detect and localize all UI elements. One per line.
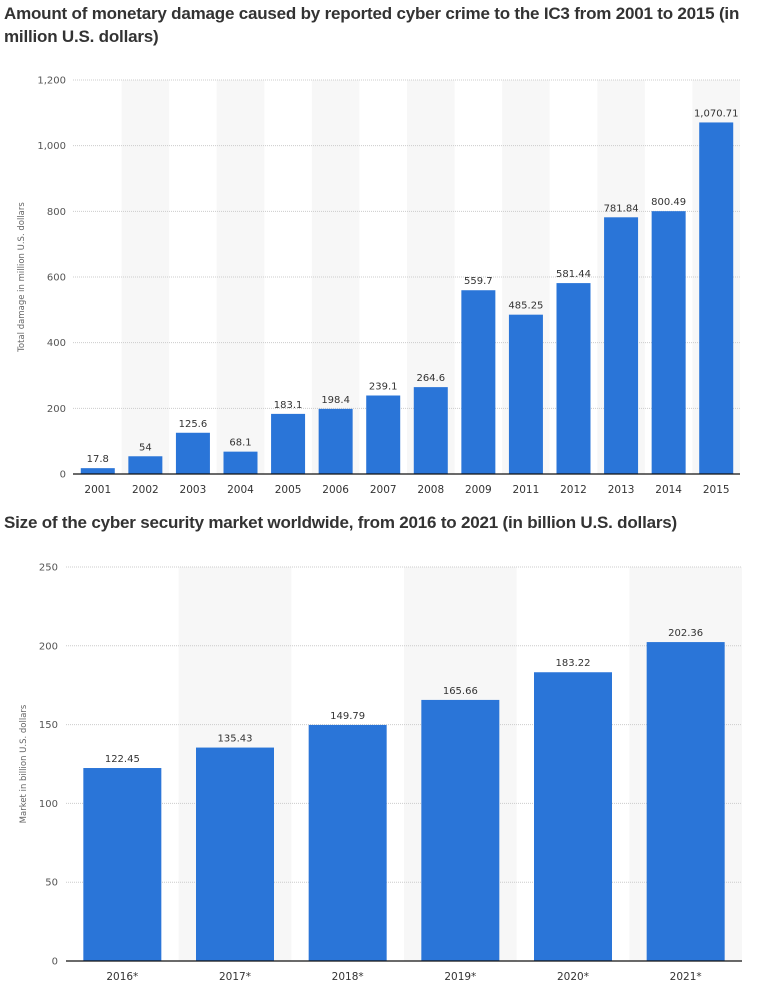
bar-2016* (83, 768, 162, 961)
data-label: 559.7 (464, 276, 493, 287)
y-axis-title: Total damage in million U.S. dollars (17, 202, 27, 353)
y-tick-label: 600 (47, 273, 66, 284)
data-label: 264.6 (416, 373, 445, 384)
y-tick-label: 1,000 (37, 141, 66, 152)
x-tick-label: 2016* (106, 971, 138, 983)
data-label: 135.43 (218, 734, 253, 745)
bar-2008 (413, 387, 448, 474)
y-tick-label: 400 (47, 338, 66, 349)
x-tick-label: 2019* (444, 971, 476, 983)
data-label: 54 (139, 442, 152, 453)
bar-2014 (651, 211, 686, 474)
y-axis-title: Market in billion U.S. dollars (19, 704, 29, 823)
x-tick-label: 2020* (557, 971, 589, 983)
chart1-title: Amount of monetary damage caused by repo… (4, 4, 740, 46)
chart1-svg: 0 200 400 600 800 1,000 1,200 17.8 2001 54 2002 125… (17, 76, 740, 496)
x-tick-label: 2003 (180, 484, 207, 496)
data-label: 149.79 (330, 711, 365, 722)
data-label: 122.45 (105, 754, 140, 765)
chart2-title: Size of the cyber security market worldw… (4, 513, 677, 532)
data-label: 781.84 (604, 203, 639, 214)
y-tick-label: 200 (39, 641, 58, 652)
data-label: 68.1 (229, 438, 251, 449)
band-3 (216, 80, 265, 474)
x-tick-label: 2002 (132, 484, 159, 496)
bar-2003 (175, 432, 210, 474)
y-tick-label: 1,200 (37, 76, 66, 87)
y-tick-label: 800 (47, 207, 66, 218)
x-tick-label: 2013 (608, 484, 635, 496)
x-tick-label: 2006 (322, 484, 349, 496)
x-tick-label: 2015 (703, 484, 730, 496)
bar-2018* (308, 724, 387, 961)
x-tick-label: 2005 (275, 484, 302, 496)
x-tick-label: 2001 (84, 484, 111, 496)
y-tick-label: 0 (52, 957, 58, 968)
data-label: 239.1 (369, 381, 398, 392)
bar-2017* (196, 747, 274, 961)
x-tick-label: 2007 (370, 484, 397, 496)
x-tick-label: 2017* (219, 971, 251, 983)
bar-2001 (80, 468, 115, 474)
bar-2004 (223, 451, 258, 474)
bar-2007 (366, 395, 401, 474)
bar-2015 (699, 122, 734, 474)
data-label: 800.49 (651, 197, 686, 208)
bar-2013 (604, 217, 639, 474)
data-label: 198.4 (321, 395, 350, 406)
y-tick-label: 50 (45, 878, 58, 889)
bar-2020* (534, 672, 612, 961)
bar-2002 (128, 456, 163, 474)
data-label: 202.36 (668, 628, 703, 639)
bar-2009 (461, 290, 496, 474)
bar-2005 (271, 413, 306, 474)
y-tick-label: 150 (39, 720, 58, 731)
x-tick-label: 2012 (560, 484, 587, 496)
x-tick-label: 2008 (417, 484, 444, 496)
y-tick-label: 0 (60, 470, 66, 481)
data-label: 183.22 (556, 658, 591, 669)
x-tick-label: 2018* (332, 971, 364, 983)
x-tick-label: 2004 (227, 484, 254, 496)
data-label: 183.1 (274, 400, 303, 411)
bar-2021* (646, 642, 725, 961)
x-tick-label: 2021* (670, 971, 702, 983)
data-label: 17.8 (87, 454, 109, 465)
data-label: 165.66 (443, 686, 478, 697)
y-tick-label: 100 (39, 799, 58, 810)
bar-2012 (556, 283, 591, 474)
bar-2006 (318, 408, 353, 474)
data-label: 125.6 (179, 419, 208, 430)
y-tick-label: 200 (47, 404, 66, 415)
y-tick-label: 250 (39, 563, 58, 574)
x-tick-label: 2009 (465, 484, 492, 496)
bar-2019* (421, 699, 500, 961)
data-label: 485.25 (508, 301, 543, 312)
bar-2011 (508, 314, 543, 474)
x-tick-label: 2011 (513, 484, 540, 496)
data-label: 1,070.71 (694, 108, 739, 119)
x-tick-label: 2014 (655, 484, 682, 496)
data-label: 581.44 (556, 269, 591, 280)
